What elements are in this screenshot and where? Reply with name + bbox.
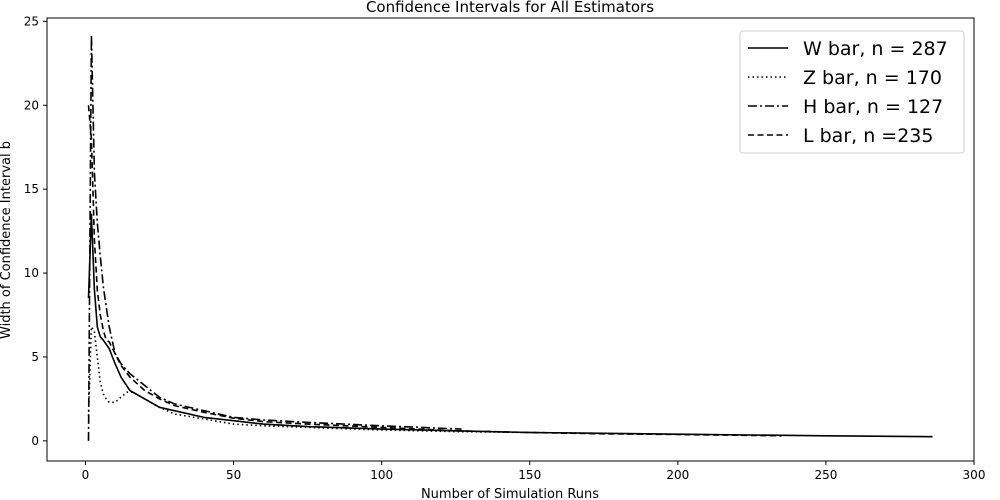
x-tick-label: 300 (963, 468, 986, 482)
legend-label-4: L bar, n =235 (803, 125, 934, 147)
legend-label-2: Z bar, n = 170 (803, 67, 942, 89)
series-line-3 (87, 34, 462, 441)
x-tick-label: 100 (370, 468, 393, 482)
y-tick-label: 25 (24, 14, 39, 28)
x-tick-label: 200 (666, 468, 689, 482)
y-tick-label: 10 (24, 266, 39, 280)
y-tick-label: 15 (24, 182, 39, 196)
y-axis-label: Width of Confidence Interval b (0, 141, 14, 339)
x-axis-label: Number of Simulation Runs (421, 487, 599, 500)
y-tick-label: 0 (31, 434, 39, 448)
series-line-1 (87, 213, 933, 438)
series-line-4 (87, 105, 782, 437)
y-tick-label: 5 (31, 350, 39, 364)
series-lines (87, 34, 933, 441)
legend-label-1: W bar, n = 287 (803, 38, 948, 60)
x-tick-label: 250 (814, 468, 837, 482)
chart-title: Confidence Intervals for All Estimators (366, 0, 654, 16)
x-tick-label: 150 (518, 468, 541, 482)
legend-label-3: H bar, n = 127 (803, 96, 943, 118)
legend-box (739, 30, 965, 154)
x-tick-label: 50 (226, 468, 241, 482)
legend: W bar, n = 287 Z bar, n = 170 H bar, n = 1… (739, 30, 965, 154)
y-axis: 0 5 10 15 20 25 (24, 14, 47, 448)
x-tick-label: 0 (82, 468, 90, 482)
y-tick-label: 20 (24, 98, 39, 112)
plot-area-frame (46, 17, 975, 462)
series-line-2 (87, 326, 590, 435)
x-axis: 0 50 100 150 200 250 300 (82, 461, 986, 482)
